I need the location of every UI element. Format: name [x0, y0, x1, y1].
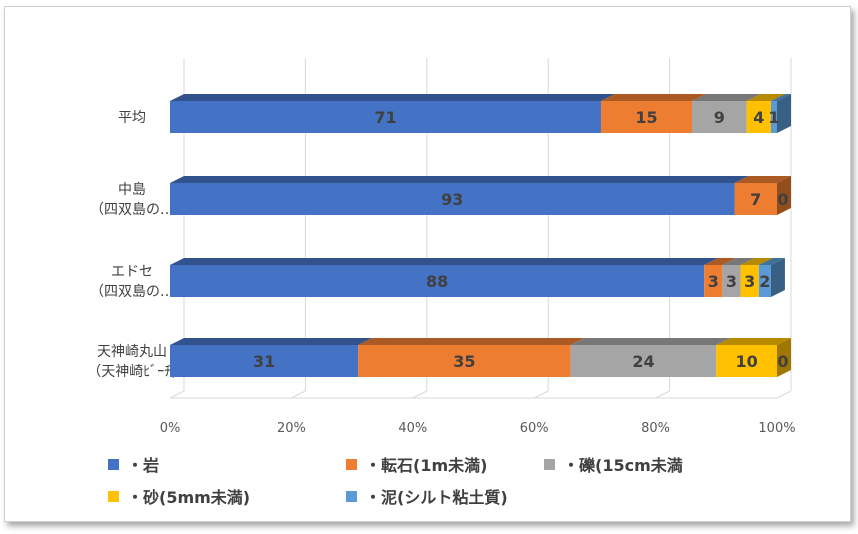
data-label: 9 — [714, 108, 725, 127]
data-label: 0 — [777, 190, 788, 209]
bar-top-face — [740, 258, 773, 265]
legend-swatch — [346, 458, 357, 470]
bar-side-face — [770, 258, 785, 297]
category-label: （天神崎ﾋﾞｰﾁ) — [87, 364, 176, 380]
bar-top-face — [170, 338, 373, 345]
gridline-floor — [776, 390, 792, 399]
bar-segment — [740, 265, 759, 297]
bar-segment — [170, 345, 359, 377]
legend-swatch — [108, 490, 119, 502]
bar-top-face — [570, 338, 731, 345]
bar-segment — [746, 101, 771, 133]
data-label: 15 — [635, 108, 657, 127]
x-tick-label: 20% — [277, 421, 306, 436]
data-label: 88 — [426, 272, 448, 291]
bar-segment — [170, 265, 705, 297]
x-tick-label: 0% — [160, 421, 181, 436]
gridline-floor — [169, 390, 185, 399]
bar-segment — [704, 265, 723, 297]
gridline-floor — [412, 390, 428, 399]
legend-label: ・砂(5mm未満) — [127, 488, 251, 507]
bar-side-face — [777, 176, 791, 215]
bar-top-face — [758, 258, 785, 265]
data-label: 0 — [777, 352, 788, 371]
bar-top-face — [170, 94, 615, 101]
data-label: 93 — [441, 190, 463, 209]
category-label: 中島 — [118, 182, 146, 198]
category-label: （四双島の… — [90, 202, 174, 218]
bar-segment — [692, 101, 747, 133]
data-label: 3 — [708, 272, 719, 291]
bar-segment — [770, 101, 777, 133]
x-tick-label: 80% — [641, 421, 670, 436]
category-label: 天神崎丸山 — [97, 344, 167, 360]
bar-top-face — [770, 94, 791, 101]
legend-swatch — [346, 490, 357, 502]
chart-legend: ・岩 ・転石(1m未満) ・礫(15cm未満・砂(5mm未満) ・泥(シルト粘土質) — [108, 452, 828, 516]
bar-top-face — [170, 176, 749, 183]
gridline-floor — [533, 390, 549, 399]
data-label: 71 — [374, 108, 396, 127]
legend-item: ・岩 — [108, 452, 159, 476]
data-label: 24 — [632, 352, 654, 371]
legend-label: ・礫(15cm未満 — [563, 456, 683, 475]
legend-label: ・泥(シルト粘土質) — [365, 488, 508, 507]
data-label: 3 — [726, 272, 737, 291]
x-tick-label: 60% — [520, 421, 549, 436]
category-label: （四双島の… — [90, 284, 174, 300]
bar-top-face — [170, 258, 719, 265]
legend-label: ・転石(1m未満) — [365, 456, 488, 475]
data-label: 7 — [750, 190, 761, 209]
category-label: エドセ — [111, 264, 153, 280]
bar-side-face — [777, 94, 791, 133]
bar-segment — [170, 183, 735, 215]
legend-item: ・転石(1m未満) — [346, 452, 487, 476]
legend-swatch — [108, 458, 119, 470]
bar-segment — [758, 265, 771, 297]
bar-top-face — [692, 94, 761, 101]
data-label: 1 — [768, 108, 779, 127]
bar-top-face — [358, 338, 585, 345]
bar-top-face — [704, 258, 737, 265]
data-label: 3 — [744, 272, 755, 291]
bar-top-face — [746, 94, 785, 101]
gridline-floor — [291, 390, 306, 399]
bar-segment — [722, 265, 741, 297]
bar-segment — [358, 345, 571, 377]
data-label: 10 — [736, 352, 758, 371]
data-label: 31 — [253, 352, 275, 371]
bar-side-face — [777, 338, 791, 377]
bar-segment — [570, 345, 717, 377]
legend-item: ・泥(シルト粘土質) — [346, 484, 508, 508]
gridline-floor — [655, 390, 670, 399]
data-label: 4 — [753, 108, 764, 127]
bar-segment — [734, 183, 777, 215]
legend-label: ・岩 — [127, 456, 160, 475]
legend-item: ・砂(5mm未満) — [108, 484, 250, 508]
bar-segment — [600, 101, 693, 133]
bar-segment — [716, 345, 777, 377]
legend-item: ・礫(15cm未満 — [544, 452, 683, 476]
data-label: 2 — [759, 272, 770, 291]
bar-top-face — [716, 338, 791, 345]
x-tick-label: 40% — [398, 421, 427, 436]
bar-top-face — [600, 94, 707, 101]
bar-top-face — [722, 258, 755, 265]
legend-swatch — [544, 458, 555, 470]
category-label: 平均 — [118, 110, 146, 126]
x-tick-label: 100% — [758, 421, 795, 436]
bar-top-face — [734, 176, 791, 183]
data-label: 35 — [453, 352, 475, 371]
bar-segment — [170, 101, 601, 133]
